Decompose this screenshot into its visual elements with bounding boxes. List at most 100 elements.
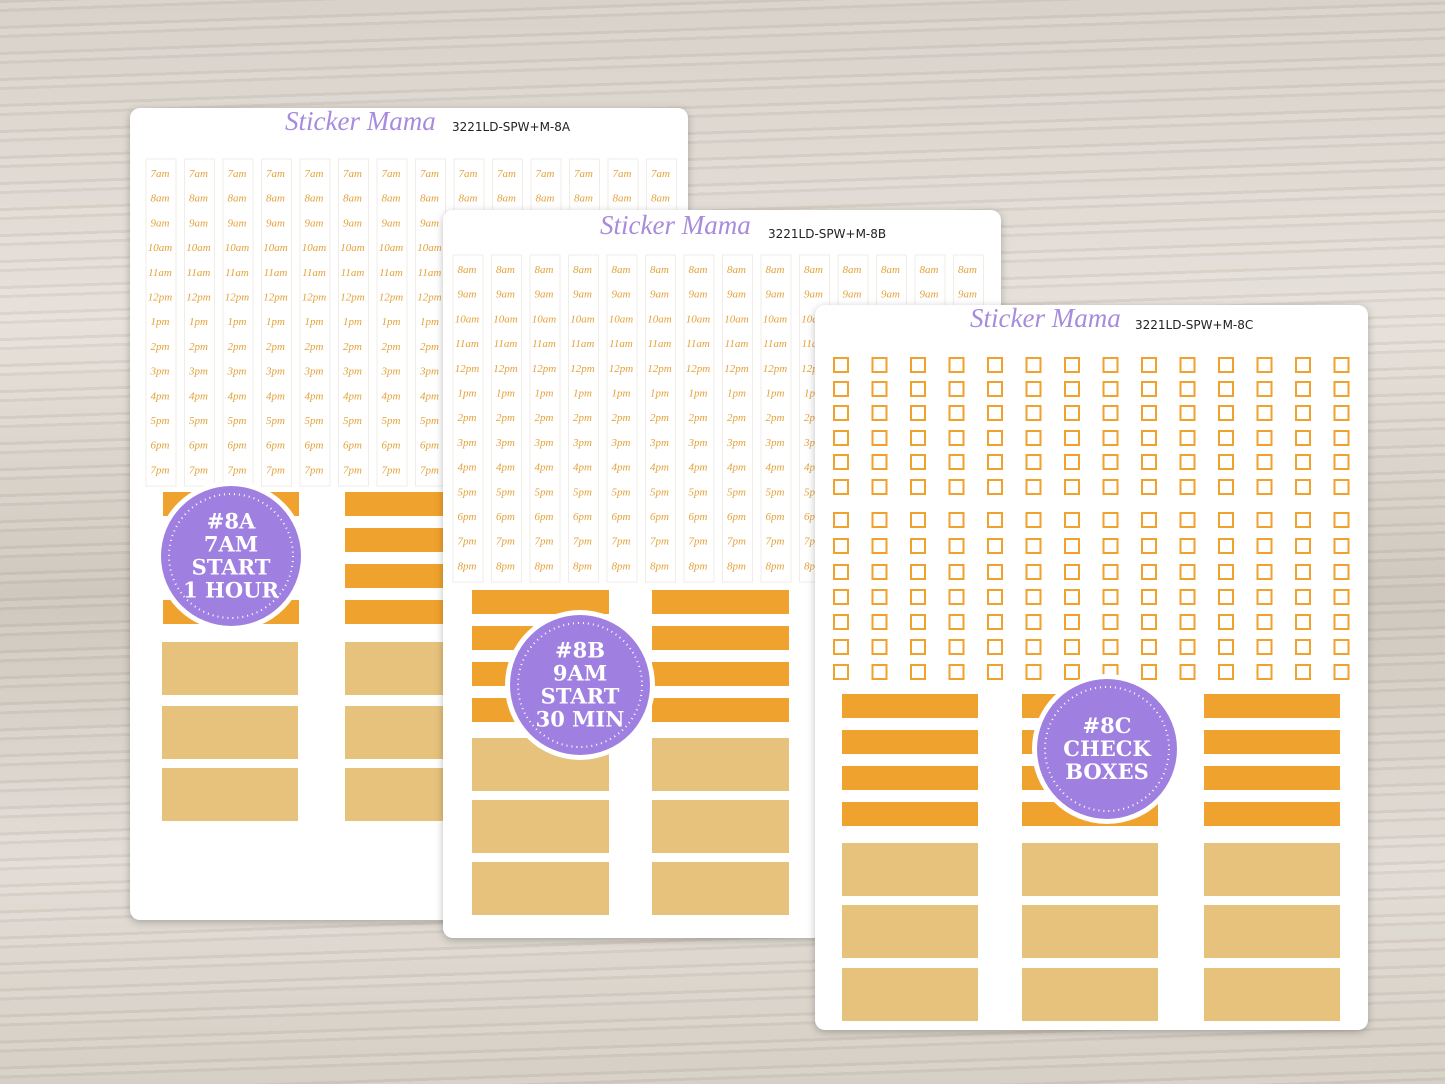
checkbox <box>833 405 849 421</box>
checkbox <box>1179 564 1196 580</box>
time-label: 11am <box>264 267 288 279</box>
time-label: 1pm <box>151 316 170 328</box>
checkbox <box>1256 512 1273 528</box>
checkbox <box>1333 564 1350 580</box>
time-label: 4pm <box>496 462 515 474</box>
time-label: 1pm <box>420 316 439 328</box>
time-label: 11am <box>379 267 403 279</box>
checkbox <box>910 639 926 655</box>
time-label: 7pm <box>766 536 785 548</box>
time-strip <box>760 254 792 583</box>
checkbox <box>1218 589 1234 605</box>
checkbox <box>871 430 888 446</box>
time-label: 8am <box>420 193 439 205</box>
checkbox <box>948 639 965 655</box>
tan-block <box>842 905 978 958</box>
orange-strip <box>842 766 978 790</box>
checkbox <box>1102 357 1119 373</box>
time-label: 10am <box>724 313 749 325</box>
checkbox <box>1179 538 1196 554</box>
checkbox <box>1141 405 1157 421</box>
checkbox <box>1179 589 1196 605</box>
checkbox <box>1218 664 1234 680</box>
tan-block <box>1204 968 1340 1021</box>
time-label: 1pm <box>228 316 247 328</box>
checkbox <box>1179 405 1196 421</box>
checkbox <box>1025 614 1042 630</box>
time-label: 6pm <box>727 511 746 523</box>
checkbox <box>833 564 849 580</box>
checkbox <box>1295 454 1311 470</box>
time-label: 8pm <box>535 560 554 572</box>
time-label: 9am <box>843 289 862 301</box>
time-label: 5pm <box>151 415 170 427</box>
time-label: 12pm <box>532 363 557 375</box>
checkbox <box>1025 430 1042 446</box>
time-label: 9am <box>458 289 477 301</box>
checkbox <box>1295 512 1311 528</box>
time-label: 5pm <box>496 486 515 498</box>
time-label: 12pm <box>379 292 404 304</box>
time-label: 10am <box>493 313 518 325</box>
time-label: 7am <box>536 168 555 180</box>
checkbox <box>1256 639 1273 655</box>
time-label: 2pm <box>266 341 285 353</box>
time-label: 8pm <box>766 560 785 572</box>
badge <box>1037 679 1177 819</box>
time-label: 5pm <box>612 486 631 498</box>
badge-text: 7AM <box>204 532 258 557</box>
time-label: 11am <box>187 267 211 279</box>
checkbox <box>1064 512 1080 528</box>
time-label: 12pm <box>686 363 711 375</box>
checkbox <box>1218 479 1234 495</box>
checkbox <box>871 639 888 655</box>
time-label: 7pm <box>228 464 247 476</box>
checkbox <box>1064 538 1080 554</box>
checkbox <box>948 538 965 554</box>
time-label: 8am <box>266 193 285 205</box>
time-strip <box>645 254 676 583</box>
checkbox <box>910 589 926 605</box>
checkbox <box>910 405 926 421</box>
time-label: 5pm <box>727 486 746 498</box>
time-label: 1pm <box>496 388 515 400</box>
checkbox <box>1179 454 1196 470</box>
time-label: 1pm <box>458 388 477 400</box>
badge-text: BOXES <box>1065 759 1149 784</box>
time-label: 8am <box>766 264 785 276</box>
time-label: 5pm <box>382 415 401 427</box>
time-label: 12pm <box>455 363 480 375</box>
badge-text: #8C <box>1083 713 1132 738</box>
time-label: 12pm <box>493 363 518 375</box>
time-strip <box>145 158 177 487</box>
time-label: 8am <box>496 264 515 276</box>
badge-text: 1 HOUR <box>183 578 279 603</box>
time-label: 1pm <box>612 388 631 400</box>
orange-strip <box>842 694 978 718</box>
tan-block <box>842 843 978 896</box>
time-label: 10am <box>532 313 557 325</box>
tan-block <box>1204 843 1340 896</box>
checkbox <box>1218 614 1234 630</box>
checkbox <box>1256 430 1273 446</box>
checkbox <box>1256 664 1273 680</box>
time-label: 8pm <box>727 560 746 572</box>
time-label: 7pm <box>343 464 362 476</box>
time-label: 8am <box>459 193 478 205</box>
checkbox <box>833 430 849 446</box>
time-label: 9am <box>727 289 746 301</box>
time-label: 1pm <box>727 388 746 400</box>
time-label: 4pm <box>228 390 247 402</box>
checkbox <box>948 405 965 421</box>
time-label: 10am <box>263 242 288 254</box>
time-label: 3pm <box>534 437 554 449</box>
checkbox <box>1333 512 1350 528</box>
time-label: 11am <box>225 267 249 279</box>
time-label: 2pm <box>382 341 401 353</box>
time-label: 7pm <box>266 464 285 476</box>
time-label: 10am <box>225 242 250 254</box>
time-label: 7am <box>651 168 670 180</box>
time-label: 9am <box>420 217 439 229</box>
checkbox <box>1256 357 1273 373</box>
checkbox <box>1141 357 1157 373</box>
